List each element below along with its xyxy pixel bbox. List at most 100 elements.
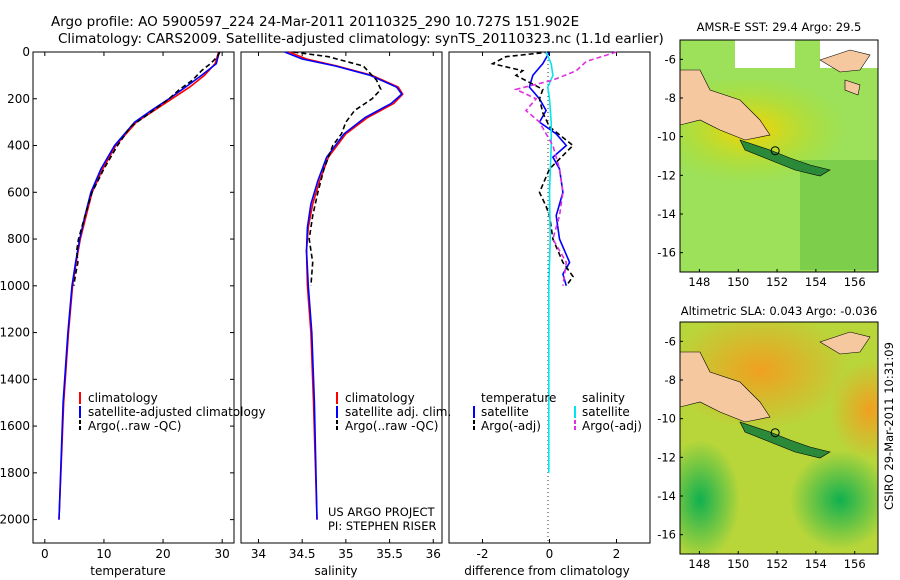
- difference-series: [490, 51, 617, 473]
- salinity-axes: [240, 51, 443, 544]
- map-y-tick-label: -10: [657, 130, 676, 144]
- sla-land-newguinea: [680, 351, 771, 423]
- map-y-tick-label: -10: [657, 412, 676, 426]
- x-tick-label: 34: [251, 547, 266, 561]
- legend-label-argo: Argo(..raw -QC): [88, 419, 181, 433]
- sst-land-mask-nodata: [735, 40, 795, 68]
- salinity-xlabel: salinity: [314, 564, 357, 578]
- sla-island-chain: [739, 421, 831, 459]
- temperature-line-argo-raw-qc-: [73, 51, 221, 286]
- difference-line-salinity-satellite: [545, 51, 554, 473]
- x-tick-label: 0: [41, 547, 49, 561]
- x-tick-label: 35.5: [376, 547, 403, 561]
- map-y-tick-label: -8: [665, 373, 676, 387]
- sst-map-frame: [679, 39, 879, 273]
- sla-map-frame: [679, 321, 879, 555]
- depth-tick-label: 400: [7, 139, 30, 153]
- sst-island-chain: [739, 139, 831, 177]
- sla-profile-marker: [770, 428, 780, 438]
- legend-label-temp-argo: Argo(-adj): [481, 419, 541, 433]
- map-x-tick-label: 148: [688, 557, 710, 571]
- map-y-tick-label: -8: [665, 91, 676, 105]
- difference-legend: temperature salinity satellite satellite…: [473, 391, 642, 433]
- sst-land-bougainville: [844, 79, 861, 96]
- map-x-tick-label: 152: [766, 275, 788, 289]
- sst-map: [680, 40, 878, 272]
- difference-xlabel: difference from climatology: [464, 564, 630, 578]
- map-y-tick-label: -16: [657, 246, 676, 260]
- map-x-tick-label: 156: [844, 275, 866, 289]
- map-x-tick-label: 148: [688, 275, 710, 289]
- sst-green-patch: [800, 160, 878, 270]
- depth-tick-label: 1000: [0, 279, 30, 293]
- side-timestamp: CSIRO 29-Mar-2011 10:31:09: [882, 342, 896, 510]
- depth-tick-label: 1200: [0, 326, 30, 340]
- legend-label-argo: Argo(..raw -QC): [345, 419, 438, 433]
- legend-title-salinity: salinity: [582, 391, 625, 405]
- x-tick-label: 2: [613, 547, 621, 561]
- x-tick-label: 34.5: [289, 547, 316, 561]
- depth-tick-label: 1400: [0, 372, 30, 386]
- map-y-tick-label: -16: [657, 528, 676, 542]
- map-y-tick-label: -6: [665, 334, 676, 348]
- temperature-line-satellite-adjusted-climatology: [58, 51, 220, 520]
- map-x-tick-label: 154: [805, 557, 827, 571]
- map-x-tick-label: 152: [766, 557, 788, 571]
- salinity-line-climatology: [288, 51, 404, 520]
- project-line2: PI: STEPHEN RISER: [328, 519, 437, 533]
- difference-line-salinity-argo-adj-: [513, 51, 617, 286]
- map-y-tick-label: -12: [657, 168, 676, 182]
- depth-tick-label: 1600: [0, 419, 30, 433]
- difference-x-ticks: -2 0 2: [477, 52, 621, 561]
- depth-tick-label: 0: [22, 45, 30, 59]
- sst-map-title: AMSR-E SST: 29.4 Argo: 29.5: [697, 20, 862, 34]
- figure-title-line2: Climatology: CARS2009. Satellite-adjuste…: [58, 31, 664, 47]
- map-y-tick-label: -12: [657, 450, 676, 464]
- sla-low-patch-east: [790, 450, 878, 550]
- project-line1: US ARGO PROJECT: [328, 505, 436, 519]
- map-x-tick-label: 156: [844, 557, 866, 571]
- x-tick-label: 30: [215, 547, 230, 561]
- sla-map-title: Altimetric SLA: 0.043 Argo: -0.036: [681, 304, 878, 318]
- x-tick-label: -2: [477, 547, 489, 561]
- temperature-axes: [32, 51, 235, 544]
- figure-title-line1: Argo profile: AO 5900597_224 24-Mar-2011…: [51, 14, 579, 30]
- sla-map: [680, 322, 878, 554]
- salinity-line-argo-raw-qc-: [293, 51, 382, 286]
- temperature-xlabel: temperature: [90, 564, 165, 578]
- legend-label-satellite: satellite-adjusted climatology: [88, 405, 266, 419]
- map-y-tick-label: -14: [657, 207, 676, 221]
- salinity-series: [284, 51, 404, 520]
- depth-tick-label: 200: [7, 92, 30, 106]
- x-tick-label: 36: [426, 547, 441, 561]
- legend-label-sal-argo: Argo(-adj): [582, 419, 642, 433]
- sla-high-patch-east: [830, 360, 878, 460]
- sla-map-ticks: 148 150 152 154 156 -6 -8 -10 -12 -14 -16: [657, 334, 865, 571]
- temperature-x-ticks: 0 10 20 30: [41, 52, 230, 561]
- sst-profile-marker: [770, 146, 780, 156]
- map-y-tick-label: -6: [665, 52, 676, 66]
- legend-label-sal-satellite: satellite: [582, 405, 630, 419]
- map-x-tick-label: 154: [805, 275, 827, 289]
- legend-label-temp-satellite: satellite: [481, 405, 529, 419]
- temperature-legend: climatology satellite-adjusted climatolo…: [79, 391, 266, 433]
- sla-low-patch: [680, 440, 740, 554]
- temperature-series: [58, 51, 221, 520]
- salinity-line-satellite-adj-clim-: [284, 51, 403, 520]
- map-x-tick-label: 150: [727, 275, 749, 289]
- difference-line-temperature-argo-adj-: [490, 51, 575, 287]
- salinity-x-ticks: 34 34.5 35 35.5 36: [251, 52, 441, 561]
- depth-tick-label: 1800: [0, 466, 30, 480]
- salinity-legend: climatology satellite adj. clim. Argo(..…: [336, 391, 451, 433]
- x-tick-label: 10: [96, 547, 111, 561]
- x-tick-label: 35: [338, 547, 353, 561]
- map-y-tick-label: -14: [657, 489, 676, 503]
- sst-land-newbritain: [819, 49, 871, 73]
- legend-label-climatology: climatology: [345, 391, 415, 405]
- legend-title-temperature: temperature: [481, 391, 556, 405]
- map-x-tick-label: 150: [727, 557, 749, 571]
- sla-land-newbritain: [819, 331, 871, 355]
- x-tick-label: 20: [155, 547, 170, 561]
- x-tick-label: 0: [546, 547, 554, 561]
